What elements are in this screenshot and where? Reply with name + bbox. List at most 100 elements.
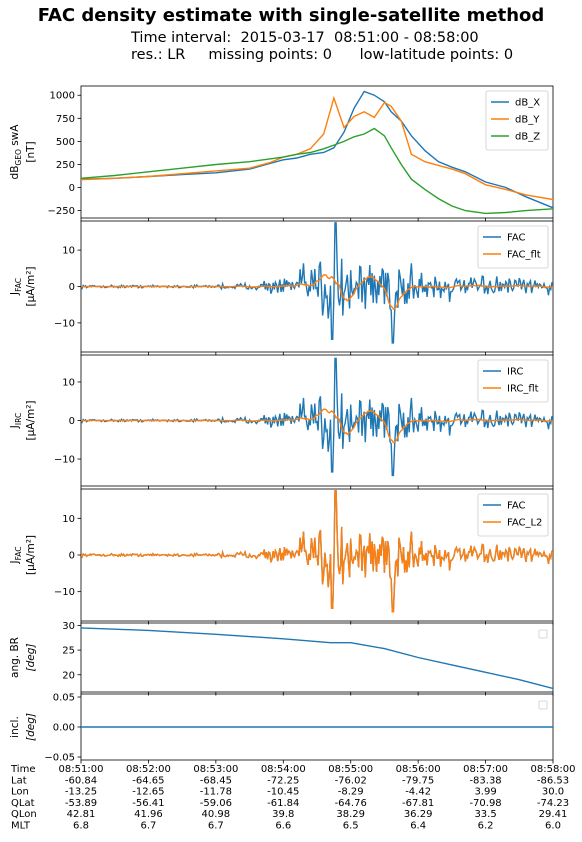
legend-label: dB_X [515, 98, 540, 109]
x-tick-label: 6.6 [275, 821, 291, 832]
y-axis-label-main: JFAC [9, 278, 23, 296]
x-tick-label: -72.25 [267, 775, 299, 786]
y-tick-label: 0.00 [53, 723, 75, 734]
x-table-row-label: QLat [11, 798, 35, 809]
legend-label: FAC_flt [507, 250, 541, 261]
x-tick-label: -64.76 [335, 798, 367, 809]
x-tick-label: 33.5 [474, 809, 496, 820]
y-tick-label: 30 [62, 621, 75, 632]
y-axis-label-main: incl. [9, 716, 21, 738]
y-axis-label: dBGEO swA[nT] [9, 124, 37, 180]
y-axis-label-main: JFAC [9, 547, 23, 565]
y-axis-label-unit: [deg] [25, 644, 37, 672]
x-tick-label: -59.06 [200, 798, 232, 809]
y-tick-label: −10 [54, 587, 75, 598]
x-tick-label: 3.99 [474, 787, 496, 798]
x-tick-label: -10.45 [267, 787, 299, 798]
chart-subtitle-info: res.: LR missing points: 0 low-latitude … [131, 47, 514, 63]
x-tick-label: 36.29 [404, 809, 433, 820]
legend: IRC IRC_flt [477, 359, 549, 403]
y-tick-label: 500 [56, 137, 75, 148]
y-tick-label: 0 [69, 282, 75, 293]
y-axis-label: JFAC [μA/m²] [9, 535, 37, 575]
x-tick-label: 40.98 [202, 809, 231, 820]
panel-frame [80, 85, 554, 219]
panel-4: −10 0 10 JFAC [μA/m²] FAC FAC_L2 [9, 488, 554, 625]
y-axis-label-main: dBGEO swA [9, 124, 23, 180]
y-axis-label-unit: [deg] [25, 713, 37, 741]
x-tick-label: -79.75 [402, 775, 434, 786]
x-tick-label: -12.65 [132, 787, 164, 798]
panel-6: −0.05 0.00 0.05 incl. [deg] [9, 693, 554, 764]
x-tick-label: -4.42 [405, 787, 431, 798]
y-tick-label: 0 [69, 183, 75, 194]
x-tick-label: -68.45 [200, 775, 232, 786]
x-tick-label: -83.38 [469, 775, 501, 786]
x-tick-label: 42.81 [67, 809, 96, 820]
series-line-fac_l2 [81, 490, 553, 613]
series-line-db_x [81, 90, 553, 209]
legend: dB_X dB_Y dB_Z [485, 90, 549, 151]
x-tick-label: -74.23 [537, 798, 569, 809]
x-tick-label: 08:55:00 [328, 764, 373, 775]
y-axis-label: incl. [deg] [9, 713, 37, 741]
x-tick-label: 08:54:00 [261, 764, 306, 775]
y-axis-label: JIRC [μA/m²] [9, 400, 37, 440]
x-table-row-label: Lon [11, 787, 29, 798]
y-axis-label-main: ang. BR [9, 637, 21, 678]
series-line-value [81, 627, 553, 690]
panel-5: 20 25 30 ang. BR [deg] [9, 621, 554, 696]
series-line-fac_flt [81, 274, 553, 310]
y-tick-label: 25 [62, 646, 75, 657]
x-table-row-label: Time [10, 764, 35, 775]
x-tick-label: 41.96 [134, 809, 163, 820]
y-tick-label: 10 [62, 246, 75, 257]
y-axis-label-main: JIRC [9, 413, 23, 429]
empty-legend-box [538, 629, 548, 639]
x-tick-label: 08:53:00 [193, 764, 238, 775]
y-axis-label: JFAC [μA/m²] [9, 266, 37, 306]
x-tick-label: 29.41 [539, 809, 568, 820]
y-axis-label-unit: [μA/m²] [25, 400, 37, 440]
x-tick-label: 6.7 [140, 821, 156, 832]
x-tick-label: -8.29 [338, 787, 364, 798]
x-tick-label: -60.84 [65, 775, 97, 786]
y-tick-label: 10 [62, 377, 75, 388]
y-tick-label: −10 [54, 455, 75, 466]
chart-subtitle-interval: Time interval: 2015-03-17 08:51:00 - 08:… [131, 30, 479, 46]
x-tick-label: 6.8 [73, 821, 89, 832]
y-tick-label: 0 [69, 551, 75, 562]
x-tick-label: -53.89 [65, 798, 97, 809]
x-tick-label: 6.7 [208, 821, 224, 832]
y-tick-label: −250 [48, 206, 75, 217]
legend-label: dB_Y [515, 115, 540, 126]
legend-label: IRC [507, 367, 523, 378]
y-axis-label-unit: [nT] [25, 141, 37, 162]
x-table-row-label: Lat [11, 775, 27, 786]
y-tick-label: −0.05 [44, 753, 75, 764]
x-tick-label: 08:51:00 [59, 764, 104, 775]
panel-1: −250 0 250 500 750 1000 dBGEO swA[nT] dB_X dB_Yd… [9, 85, 554, 222]
panel-3: −10 0 10 JIRC [μA/m²] IRC IRC_flt [9, 354, 554, 490]
legend-label: FAC [507, 233, 525, 244]
x-tick-label: 38.29 [336, 809, 365, 820]
legend-label: IRC_flt [507, 384, 539, 395]
x-tick-label: 08:57:00 [463, 764, 508, 775]
chart-title: FAC density estimate with single-satelli… [37, 5, 545, 26]
x-tick-label: -86.53 [537, 775, 569, 786]
x-tick-label: 08:58:00 [531, 764, 576, 775]
x-table-row-label: QLon [11, 809, 37, 820]
y-axis-label-unit: [μA/m²] [25, 535, 37, 575]
x-tick-label: 6.4 [410, 821, 426, 832]
y-tick-label: 250 [56, 160, 75, 171]
legend: FAC FAC_flt [477, 225, 549, 269]
x-table-row-label: MLT [11, 821, 31, 832]
y-tick-label: 20 [62, 670, 75, 681]
legend-label: dB_Z [515, 132, 540, 143]
legend: FAC FAC_L2 [477, 493, 549, 537]
x-tick-label: 39.8 [272, 809, 294, 820]
y-tick-label: 0 [69, 416, 75, 427]
x-tick-label: 6.0 [545, 821, 561, 832]
x-tick-label: -56.41 [132, 798, 164, 809]
panel-frame [80, 622, 554, 693]
